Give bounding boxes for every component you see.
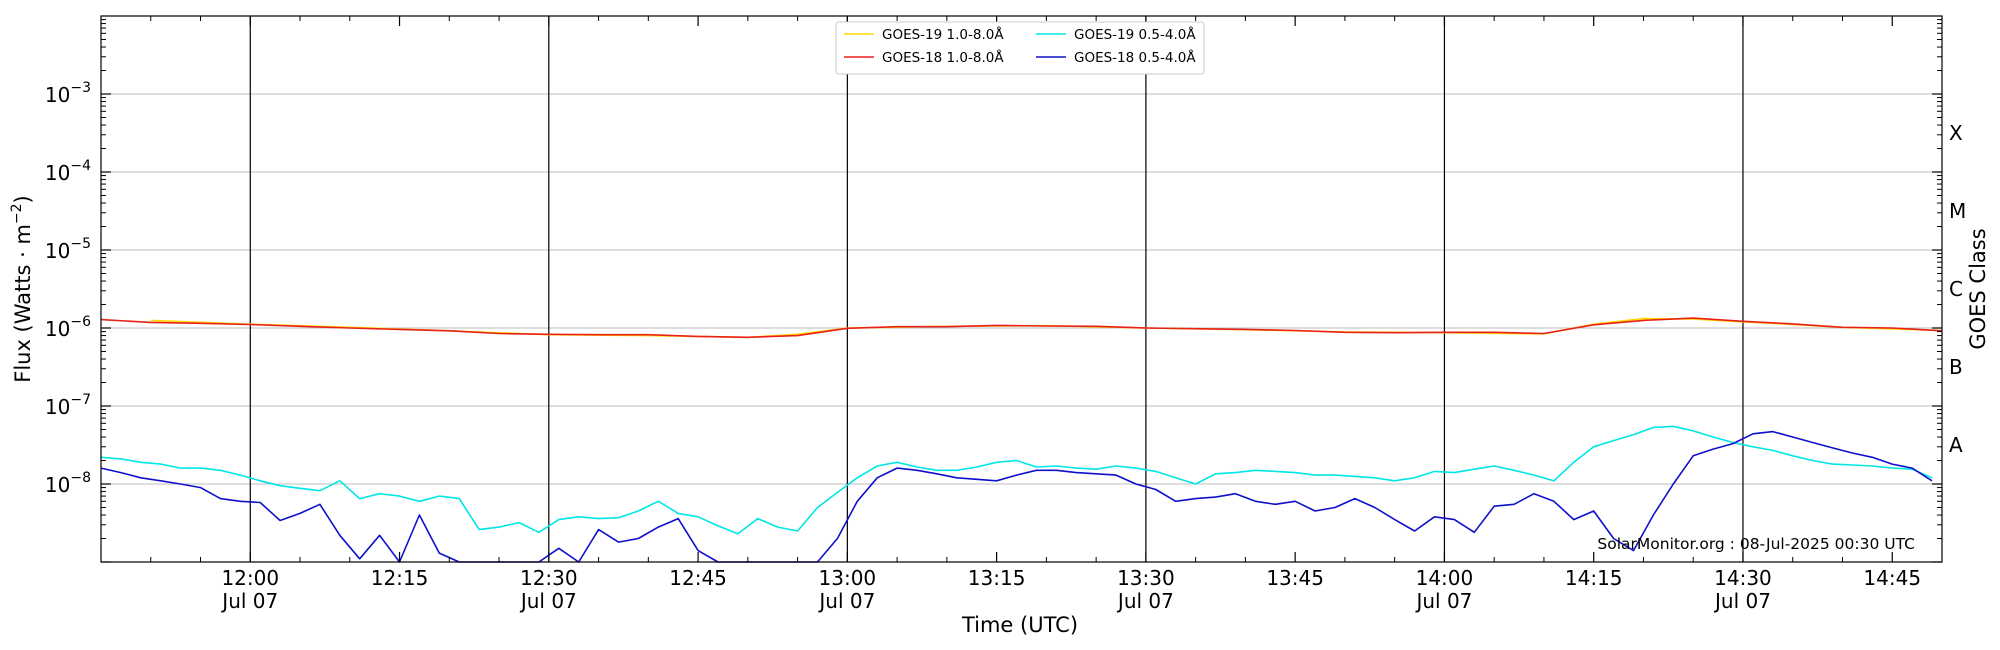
x-tick-date-label: Jul 07	[1116, 589, 1174, 613]
x-tick-date-label: Jul 07	[1713, 589, 1771, 613]
x-tick-label: 12:30	[520, 566, 578, 590]
x-tick-label: 12:00	[221, 566, 279, 590]
x-tick-label: 13:15	[968, 566, 1026, 590]
goes-class-label: M	[1949, 199, 1966, 223]
legend-label: GOES-18 0.5-4.0Å	[1074, 49, 1196, 66]
series-lines	[100, 317, 1943, 563]
x-tick-label: 13:30	[1117, 566, 1175, 590]
y-tick-exponent: −3	[70, 80, 91, 96]
day-vertical-lines	[249, 16, 1744, 562]
y-tick-mantissa: 10	[45, 161, 70, 185]
y-tick-mantissa: 10	[45, 473, 70, 497]
goes-class-label: B	[1949, 355, 1963, 379]
series-line-4	[100, 430, 1933, 563]
goes-class-ticks: X M C B A	[1949, 121, 1966, 457]
legend: GOES-19 1.0-8.0Å GOES-18 1.0-8.0Å GOES-19 …	[835, 21, 1205, 75]
x-tick-label: 14:00	[1416, 566, 1474, 590]
y-tick-exponent: −5	[70, 236, 91, 252]
y-axis-title: Flux (Watts · m−2)	[9, 195, 35, 383]
y-axis-ticks: 10−310−410−510−610−710−8	[45, 19, 1942, 563]
x-tick-label: 14:45	[1863, 566, 1921, 590]
legend-label: GOES-19 0.5-4.0Å	[1074, 26, 1196, 43]
y-tick-mantissa: 10	[45, 239, 70, 263]
y-tick-mantissa: 10	[45, 317, 70, 341]
x-tick-label: 12:45	[669, 566, 727, 590]
x-tick-label: 12:15	[371, 566, 429, 590]
y-tick-label: 10−4	[45, 158, 91, 185]
y-tick-label: 10−5	[45, 236, 91, 263]
y-tick-exponent: −4	[70, 158, 91, 174]
x-tick-date-label: Jul 07	[220, 589, 278, 613]
x-tick-label: 13:45	[1266, 566, 1324, 590]
y-tick-mantissa: 10	[45, 83, 70, 107]
x-axis-title: Time (UTC)	[961, 613, 1078, 637]
legend-label: GOES-18 1.0-8.0Å	[882, 49, 1004, 66]
y-tick-label: 10−3	[45, 80, 91, 107]
y-tick-label: 10−7	[45, 392, 91, 419]
goes-class-axis-title: GOES Class	[1966, 228, 1990, 349]
legend-box	[835, 21, 1205, 75]
x-tick-date-label: Jul 07	[519, 589, 577, 613]
plot-frame	[100, 15, 1943, 563]
x-tick-label: 13:00	[819, 566, 877, 590]
y-tick-exponent: −7	[70, 392, 91, 408]
goes-class-label: C	[1949, 277, 1963, 301]
y-tick-exponent: −8	[70, 470, 91, 486]
y-tick-exponent: −6	[70, 314, 91, 330]
x-tick-label: 14:15	[1565, 566, 1623, 590]
series-line-2	[100, 317, 1943, 339]
credit-text: SolarMonitor.org : 08-Jul-2025 00:30 UTC	[1597, 535, 1915, 553]
y-tick-label: 10−8	[45, 470, 91, 497]
legend-label: GOES-19 1.0-8.0Å	[882, 26, 1004, 43]
goes-class-label: A	[1949, 433, 1963, 457]
y-tick-label: 10−6	[45, 314, 91, 341]
goes-class-label: X	[1949, 121, 1963, 145]
x-tick-date-label: Jul 07	[817, 589, 875, 613]
series-line-3	[100, 425, 1933, 535]
x-tick-date-label: Jul 07	[1414, 589, 1472, 613]
y-tick-mantissa: 10	[45, 395, 70, 419]
gridlines	[101, 93, 1942, 485]
x-tick-label: 14:30	[1714, 566, 1772, 590]
